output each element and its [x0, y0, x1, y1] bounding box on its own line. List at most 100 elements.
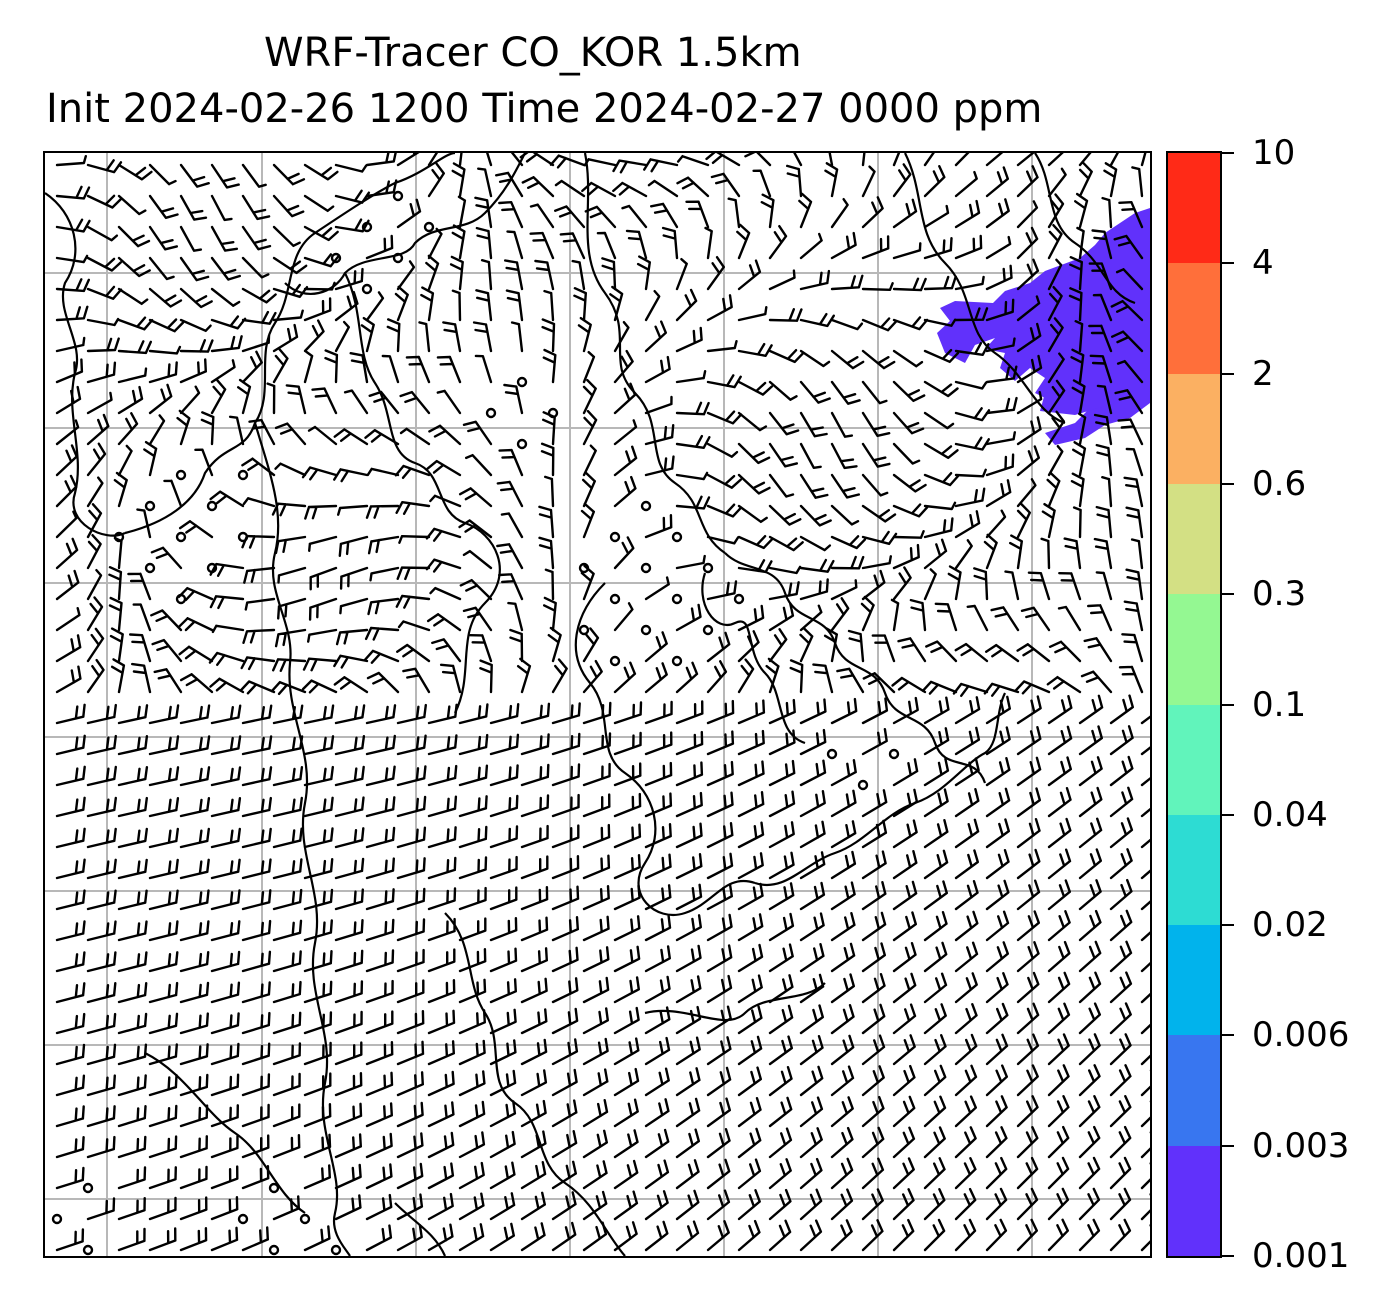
wind-barb	[1088, 324, 1113, 353]
wind-barb	[1047, 379, 1066, 415]
wind-barb	[117, 704, 149, 725]
colorbar-tick-label: 0.6	[1252, 463, 1307, 504]
wind-barb	[644, 792, 673, 818]
wind-barb	[1078, 1095, 1101, 1128]
wind-barb	[274, 462, 307, 477]
wind-barb	[272, 1072, 301, 1097]
wind-barb	[861, 530, 898, 545]
wind-barb	[737, 1127, 762, 1159]
wind-barb	[613, 321, 630, 353]
wind-barb	[365, 153, 397, 167]
colorbar-segment	[1168, 1145, 1220, 1256]
wind-barb	[923, 1157, 946, 1190]
wind-barb	[148, 1135, 178, 1159]
wind-barb	[1140, 715, 1150, 725]
wind-barb	[210, 1012, 240, 1035]
wind-barb	[923, 380, 959, 398]
wind-barb	[117, 796, 148, 818]
wind-barb	[179, 797, 211, 818]
wind-barb	[364, 626, 400, 641]
calm-marker	[51, 1213, 63, 1225]
wind-barb	[210, 920, 241, 942]
wind-barb	[613, 1159, 639, 1190]
wind-barb	[601, 257, 617, 291]
wind-barb	[830, 1096, 854, 1128]
wind-barb	[892, 880, 918, 911]
wind-barb	[830, 789, 857, 818]
wind-barb	[427, 826, 457, 849]
wind-barb	[737, 852, 764, 880]
wind-barb	[86, 703, 117, 725]
wind-barb	[451, 289, 462, 322]
wind-barb	[339, 597, 369, 615]
wind-barb	[892, 473, 927, 493]
wind-barb	[861, 1003, 886, 1035]
calm-marker	[144, 562, 156, 574]
wind-barb	[241, 1165, 270, 1190]
wind-barb	[954, 436, 990, 451]
wind-barb	[1092, 293, 1113, 322]
wind-barb	[860, 595, 875, 632]
wind-barb	[613, 382, 637, 415]
wind-barb	[303, 1225, 331, 1252]
wind-barb	[458, 487, 493, 508]
calm-marker	[113, 531, 125, 543]
wind-barb	[396, 643, 431, 663]
wind-barb	[892, 942, 917, 973]
wind-barb	[1047, 153, 1064, 167]
wind-barb	[799, 881, 826, 911]
wind-barb	[799, 604, 823, 632]
wind-barb	[892, 1095, 916, 1128]
wind-barb	[396, 1040, 425, 1066]
wind-barb	[768, 912, 795, 942]
wind-barb	[148, 1074, 178, 1097]
wind-barb	[365, 1193, 393, 1221]
wind-barb	[520, 1130, 547, 1159]
wind-barb	[613, 1006, 640, 1035]
wind-barb	[148, 889, 179, 911]
wind-barb	[210, 379, 227, 415]
wind-barb	[737, 882, 764, 911]
calm-marker	[640, 500, 652, 512]
calm-marker	[237, 531, 249, 543]
wind-barb	[582, 915, 610, 942]
wind-barb	[706, 1189, 731, 1221]
wind-barb	[768, 308, 803, 322]
wind-barb	[521, 176, 555, 198]
wind-barb	[706, 883, 733, 911]
wind-barb	[117, 340, 152, 355]
wind-barb	[1078, 1064, 1101, 1097]
wind-barb	[475, 289, 493, 322]
wind-barb	[210, 1165, 239, 1190]
wind-barb	[210, 1042, 240, 1066]
wind-barb	[334, 1072, 363, 1097]
wind-barb	[613, 884, 641, 911]
wind-barb	[1087, 604, 1113, 632]
wind-barb	[304, 504, 338, 520]
calm-marker	[330, 252, 342, 264]
wind-barb	[55, 765, 86, 787]
wind-barb	[365, 765, 396, 787]
wind-barb	[1110, 300, 1144, 322]
wind-barb	[554, 205, 586, 229]
wind-barb	[1047, 258, 1063, 291]
wind-barb	[335, 628, 369, 646]
wind-barb	[551, 885, 580, 911]
wind-barb	[768, 473, 795, 498]
wind-barb	[799, 442, 822, 469]
wind-barb	[768, 1035, 793, 1066]
wind-barb	[55, 419, 80, 446]
colorbar-tick-label: 0.04	[1252, 794, 1328, 835]
wind-barb	[426, 459, 462, 477]
calm-marker	[361, 221, 373, 233]
wind-barb	[551, 658, 568, 694]
wind-barb	[923, 1064, 947, 1097]
wind-barb	[303, 1072, 332, 1097]
calm-marker	[392, 190, 404, 202]
wind-barb	[333, 676, 369, 694]
wind-barb	[534, 259, 555, 291]
wind-barb	[131, 662, 152, 694]
wind-barb	[272, 163, 306, 186]
wind-barb	[311, 387, 338, 415]
wind-barb	[892, 1064, 916, 1097]
